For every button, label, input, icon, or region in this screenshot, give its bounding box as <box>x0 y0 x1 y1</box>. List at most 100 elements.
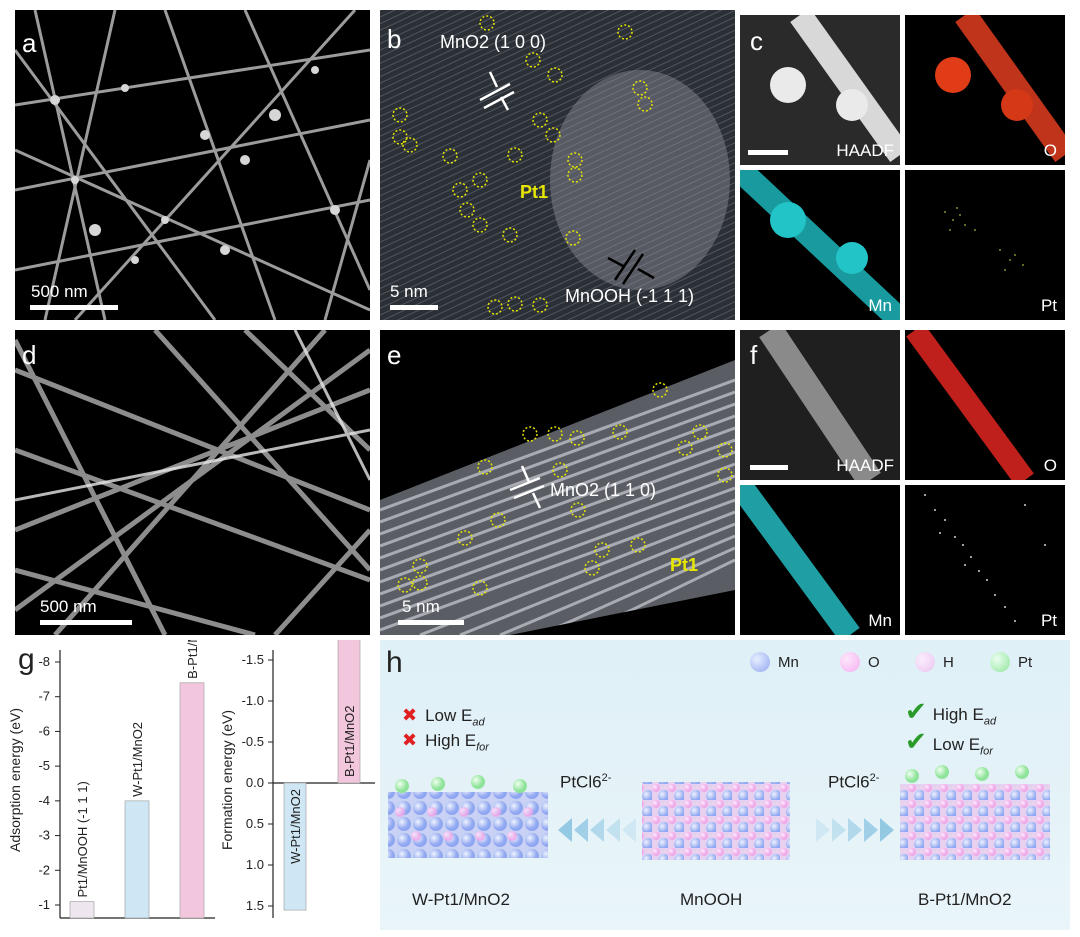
o-ball-icon <box>840 652 860 672</box>
adsorption-bar-label: Pt1/MnOOH (-1 1 1) <box>75 781 90 897</box>
annotation-text: MnO2 (1 1 0) <box>550 480 657 500</box>
panel-label-a: a <box>22 28 37 58</box>
formation-tick-label: -0.5 <box>242 734 264 749</box>
annotation-text: MnOOH (-1 1 1) <box>565 286 695 306</box>
scale-bar <box>750 465 788 470</box>
scale-bar <box>748 150 788 155</box>
arrow-left-icon <box>558 818 636 842</box>
pt-map-image <box>924 494 1046 622</box>
formation-tick-label: 0.5 <box>246 816 264 831</box>
adsorption-tick-label: -1 <box>38 897 50 912</box>
adsorption-tick-label: -8 <box>38 654 50 669</box>
reagent-right: PtCl62- <box>828 772 880 792</box>
formation-bar-label: W-Pt1/MnO2 <box>288 789 303 864</box>
panel-f-mn-map: Mn <box>740 485 900 635</box>
formation-bar <box>337 640 361 784</box>
panel-e-lattice <box>380 360 735 635</box>
map-label-mn: Mn <box>868 296 892 315</box>
scale-label: 5 nm <box>402 597 440 616</box>
scale-label: 5 nm <box>390 282 428 301</box>
o-map-image <box>935 15 1065 162</box>
panel-c-haadf: HAADF <box>740 15 900 165</box>
adsorption-tick-label: -2 <box>38 862 50 877</box>
w-pt1-mno2-model <box>388 775 548 858</box>
mnooh-annotation: MnOOH (-1 1 1) <box>565 286 694 307</box>
panel-a-nanowires <box>15 10 370 320</box>
panel-label-f: f <box>750 340 758 370</box>
adsorption-bar-label: B-Pt1/MnO2 <box>185 640 200 679</box>
legend-h: H <box>915 652 954 672</box>
legend-label: Mn <box>778 653 799 671</box>
reagent-left: PtCl62- <box>560 772 612 792</box>
cross-icon: ✖ <box>402 730 418 750</box>
adsorption-tick-label: -5 <box>38 758 50 773</box>
formation-tick-label: 0.0 <box>246 775 264 790</box>
mn-ball-icon <box>750 652 770 672</box>
adsorption-tick-label: -4 <box>38 793 50 808</box>
legend-pt: Pt <box>990 652 1032 672</box>
panel-label-h: h <box>386 646 403 679</box>
panel-c-pt-map: Pt <box>905 170 1065 320</box>
panel-label-b: b <box>387 24 402 54</box>
map-label-pt: Pt <box>1040 611 1057 630</box>
left-note-1: ✖ Low Ead <box>402 705 485 729</box>
scale-label: 500 nm <box>40 597 97 616</box>
panel-b-image: MnO2 (1 0 0) MnOOH (-1 1 1) Pt1 5 nm <box>380 10 735 320</box>
pt-ball-icon <box>990 652 1010 672</box>
panel-h-schematic: h Mn O H Pt ✖ Low Ead ✖ High Efor ✔ High Ea… <box>380 640 1070 930</box>
right-note-1: ✔ High Ead <box>905 696 997 728</box>
legend-mn: Mn <box>750 652 799 672</box>
map-label-pt: Pt <box>1040 296 1057 315</box>
formation-bar <box>283 782 307 911</box>
haadf-image <box>759 330 881 480</box>
mn-map-image <box>740 485 860 635</box>
panel-label-c: c <box>750 26 763 56</box>
scale-bar <box>390 305 438 310</box>
adsorption-bar-label: W-Pt1/MnO2 <box>130 722 145 797</box>
h-ball-icon <box>915 652 935 672</box>
legend-label: O <box>868 653 880 671</box>
panel-label-d: d <box>22 340 37 370</box>
scale-label: 500 nm <box>31 282 88 301</box>
map-label-mn: Mn <box>868 611 892 630</box>
pt1-label: Pt1 <box>520 182 549 202</box>
panel-c-mn-map: Mn <box>740 170 900 320</box>
formation-y-label: Formation energy (eV) <box>219 710 235 850</box>
formation-chart: -1.5 -1.0 -0.5 0.0 0.5 1.0 1.5 Formation energ… <box>219 640 375 918</box>
panel-c-o-map: O <box>905 15 1065 165</box>
adsorption-tick-label: -6 <box>38 723 50 738</box>
arrow-right-icon <box>816 818 894 842</box>
adsorption-tick-label: -7 <box>38 689 50 704</box>
panel-e-image: MnO2 (1 1 0) Pt1 5 nm <box>380 330 735 635</box>
formation-tick-label: -1.0 <box>242 693 264 708</box>
panel-d-image: 500 nm <box>15 330 370 635</box>
panel-label-g: g <box>18 643 35 676</box>
adsorption-bar <box>179 682 205 919</box>
legend-o: O <box>840 652 880 672</box>
left-note-2: ✖ High Efor <box>402 730 489 754</box>
o-map-image <box>906 330 1034 480</box>
cross-icon: ✖ <box>402 705 418 725</box>
adsorption-y-label: Adsorption energy (eV) <box>7 708 23 852</box>
panel-f-haadf: HAADF <box>740 330 900 480</box>
legend-label: Pt <box>1018 653 1033 671</box>
formation-tick-label: -1.5 <box>242 652 264 667</box>
scale-bar <box>398 620 464 625</box>
formation-tick-label: 1.0 <box>246 857 264 872</box>
scale-bar <box>40 620 132 625</box>
right-model-label: B-Pt1/MnO2 <box>918 890 1012 909</box>
panel-f-pt-map: Pt <box>905 485 1065 635</box>
mnooh-model <box>642 782 790 860</box>
adsorption-tick-label: -3 <box>38 828 50 843</box>
pt1-label: Pt1 <box>670 555 699 575</box>
map-label-o: O <box>1043 141 1057 160</box>
center-model-label: MnOOH <box>680 890 743 909</box>
formation-tick-label: 1.5 <box>246 898 264 913</box>
haadf-image <box>770 15 900 162</box>
scale-bar <box>30 305 118 310</box>
mno2-100-annotation: MnO2 (1 0 0) <box>440 32 546 53</box>
legend-label: H <box>943 653 954 671</box>
pt-map-image <box>944 207 1024 271</box>
right-note-2: ✔ Low Efor <box>905 726 993 758</box>
mno2-110-annotation: MnO2 (1 1 0) <box>550 480 656 501</box>
